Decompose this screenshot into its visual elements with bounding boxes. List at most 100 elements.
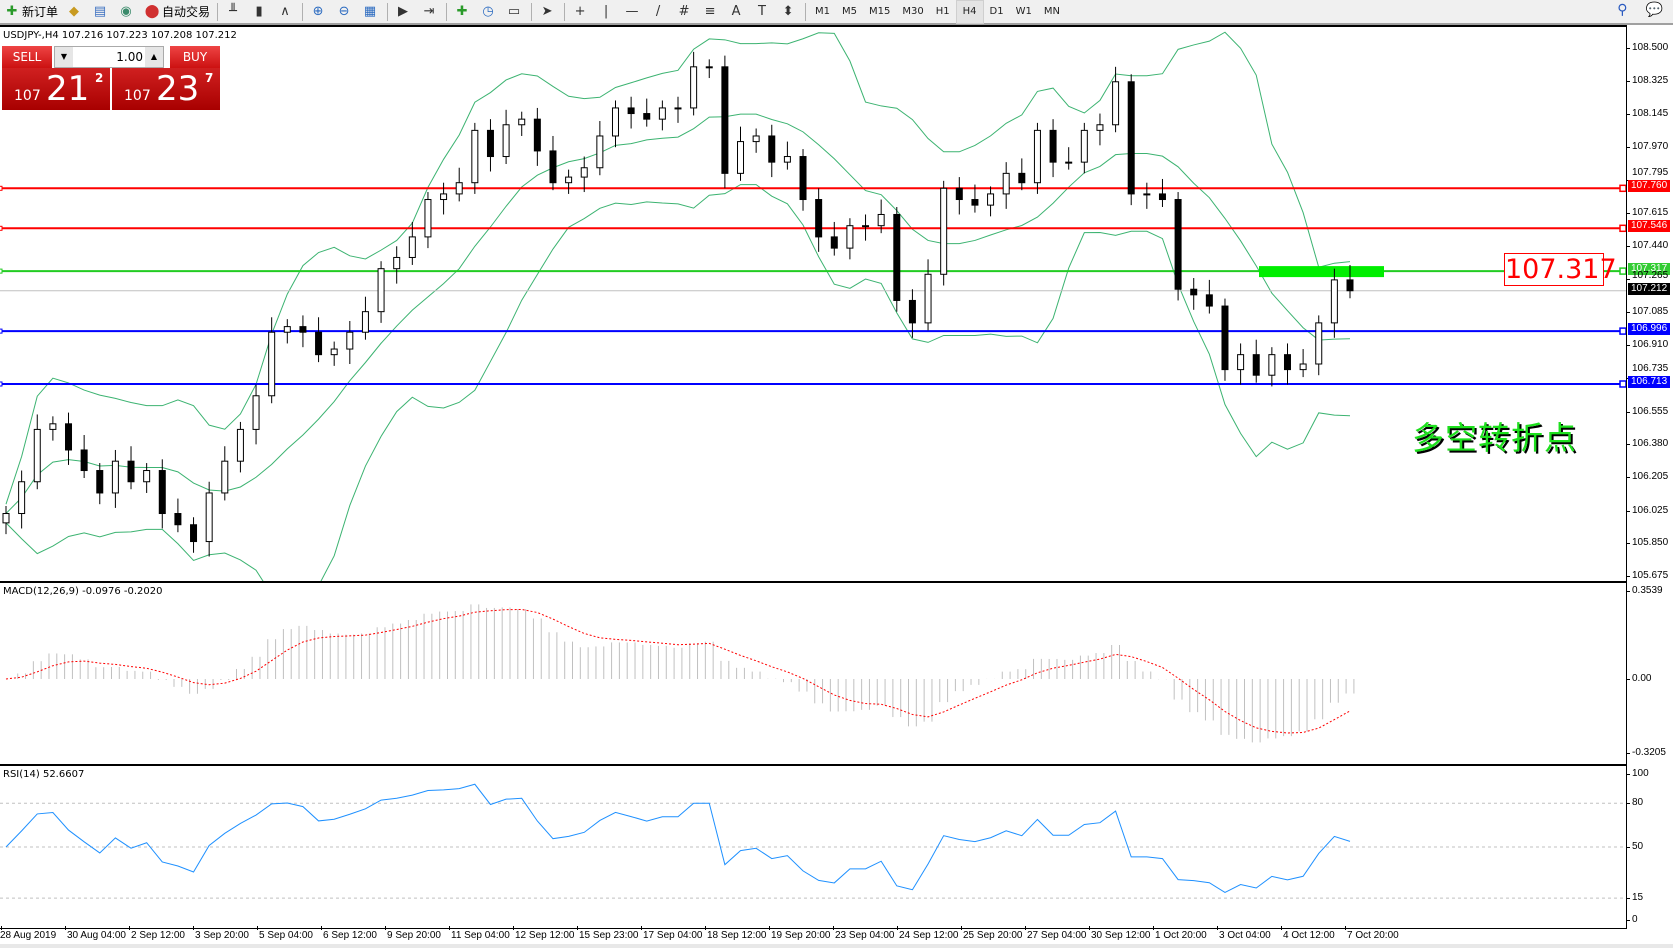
macd-pane[interactable]: MACD(12,26,9) -0.0976 -0.2020	[0, 581, 1627, 764]
sell-button[interactable]: SELL	[2, 46, 52, 68]
candle	[955, 187, 963, 201]
candle	[908, 299, 916, 324]
new-order-button[interactable]: ✚ 新订单	[0, 1, 62, 23]
time-tick	[321, 926, 322, 930]
time-tick	[1281, 926, 1282, 930]
time-tick	[769, 926, 770, 930]
one-click-trading-panel: SELL ▼ ▲ BUY 107 21 2 107 23 7	[2, 46, 220, 110]
terminal-button[interactable]: ▤	[88, 1, 114, 23]
axis-tick	[1626, 510, 1630, 512]
chart-shift-button[interactable]: ⇥	[417, 1, 443, 23]
lot-increase-icon[interactable]: ▲	[145, 47, 163, 67]
time-axis-label: 3 Oct 04:00	[1219, 930, 1271, 941]
vertical-line-button[interactable]: |	[594, 1, 620, 23]
price-axis-label: 105.850	[1632, 537, 1669, 549]
time-tick	[193, 926, 194, 930]
time-axis-label: 27 Sep 04:00	[1027, 930, 1087, 941]
timeframe-m1[interactable]: M1	[815, 6, 831, 17]
cursor-button[interactable]: ➤	[535, 1, 561, 23]
candle	[924, 273, 932, 324]
toolbar-separator	[217, 2, 219, 21]
crosshair-button[interactable]: +	[568, 1, 594, 23]
trendline-button[interactable]: /	[646, 1, 672, 23]
price-axis-label: 106.910	[1632, 339, 1669, 351]
rsi-title: RSI(14) 52.6607	[3, 769, 85, 780]
rsi-axis-label: 50	[1632, 841, 1644, 852]
candle	[471, 129, 479, 184]
rsi-axis-label: 100	[1632, 768, 1649, 779]
indicators-button[interactable]: ✚	[450, 1, 476, 23]
equidistant-channel-button[interactable]: #	[672, 1, 698, 23]
annotation-text[interactable]: 多空转折点	[1412, 419, 1578, 457]
line-chart-button[interactable]: ∧	[273, 1, 299, 23]
zoom-in-button[interactable]: ⊕	[306, 1, 332, 23]
candle	[1346, 279, 1354, 292]
time-tick	[705, 926, 706, 930]
line-anchor	[1619, 184, 1626, 193]
zoom-out-button[interactable]: ⊖	[332, 1, 358, 23]
candle	[1299, 363, 1307, 371]
candle	[627, 107, 635, 115]
fibonacci-button[interactable]: ≡	[698, 1, 724, 23]
timeframe-h4[interactable]: H4	[955, 0, 984, 24]
candle	[80, 449, 88, 472]
level-price-label[interactable]: 107.317	[1504, 253, 1617, 286]
timeframe-mn[interactable]: MN	[1043, 6, 1060, 17]
timeframe-m5[interactable]: M5	[842, 6, 858, 17]
timeframe-d1[interactable]: D1	[989, 6, 1004, 17]
line-anchor	[0, 381, 3, 387]
rsi-pane[interactable]: RSI(14) 52.6607	[0, 764, 1627, 929]
candle	[440, 193, 448, 201]
arrows-button[interactable]: ⬍	[776, 1, 802, 23]
timeframe-m15[interactable]: M15	[869, 6, 891, 17]
timeframe-w1[interactable]: W1	[1015, 6, 1032, 17]
text-label-icon: T	[758, 3, 766, 19]
timeframe-h1[interactable]: H1	[935, 6, 950, 17]
bar-chart-button[interactable]: ╨	[221, 1, 247, 23]
candle	[252, 395, 260, 430]
candle	[549, 150, 557, 184]
time-tick	[65, 926, 66, 930]
candle	[1143, 193, 1151, 196]
line-anchor	[0, 225, 3, 231]
candle	[502, 124, 510, 158]
templates-icon: ▭	[507, 3, 521, 19]
buy-price-fraction: 7	[205, 71, 214, 85]
sell-price[interactable]: 107 21 2	[2, 68, 110, 110]
price-tag-106.996: 106.996	[1628, 323, 1671, 336]
tile-windows-button[interactable]: ▦	[358, 1, 384, 23]
buy-button[interactable]: BUY	[170, 46, 220, 68]
chat-icon[interactable]: 💬	[1645, 2, 1663, 18]
candle	[1018, 172, 1026, 184]
search-icon[interactable]: ⚲	[1617, 2, 1628, 18]
line-anchor	[1619, 224, 1626, 233]
buy-price[interactable]: 107 23 7	[112, 68, 220, 110]
periods-button[interactable]: ◷	[476, 1, 502, 23]
axis-tick	[1626, 411, 1630, 413]
auto-trading-button[interactable]: ⬤ 自动交易	[140, 1, 214, 23]
macd-axis-label: 0.00	[1632, 673, 1652, 684]
candlestick-button[interactable]: ▮	[247, 1, 273, 23]
lot-input[interactable]	[73, 47, 147, 66]
terminal-icon: ▤	[93, 3, 107, 19]
candle	[268, 331, 276, 397]
templates-button[interactable]: ▭	[502, 1, 528, 23]
text-label-button[interactable]: T	[750, 1, 776, 23]
candle	[674, 107, 682, 110]
timeframe-m30[interactable]: M30	[902, 6, 924, 17]
candle	[971, 199, 979, 206]
candle	[174, 513, 182, 526]
auto-scroll-button[interactable]: ▶	[391, 1, 417, 23]
signals-button[interactable]: ◉	[114, 1, 140, 23]
lot-decrease-icon[interactable]: ▼	[55, 47, 73, 67]
history-center-button[interactable]: ◆	[62, 1, 88, 23]
axis-tick	[1626, 476, 1630, 478]
horizontal-line-button[interactable]: —	[620, 1, 646, 23]
price-chart-pane[interactable]: USDJPY-,H4 107.216 107.223 107.208 107.2…	[0, 25, 1627, 581]
price-chart-canvas[interactable]	[0, 27, 1626, 581]
time-axis-label: 30 Aug 04:00	[67, 930, 126, 941]
text-button[interactable]: A	[724, 1, 750, 23]
text-icon: A	[731, 3, 741, 19]
axis-tick	[1626, 774, 1630, 775]
time-axis-label: 2 Sep 12:00	[131, 930, 185, 941]
